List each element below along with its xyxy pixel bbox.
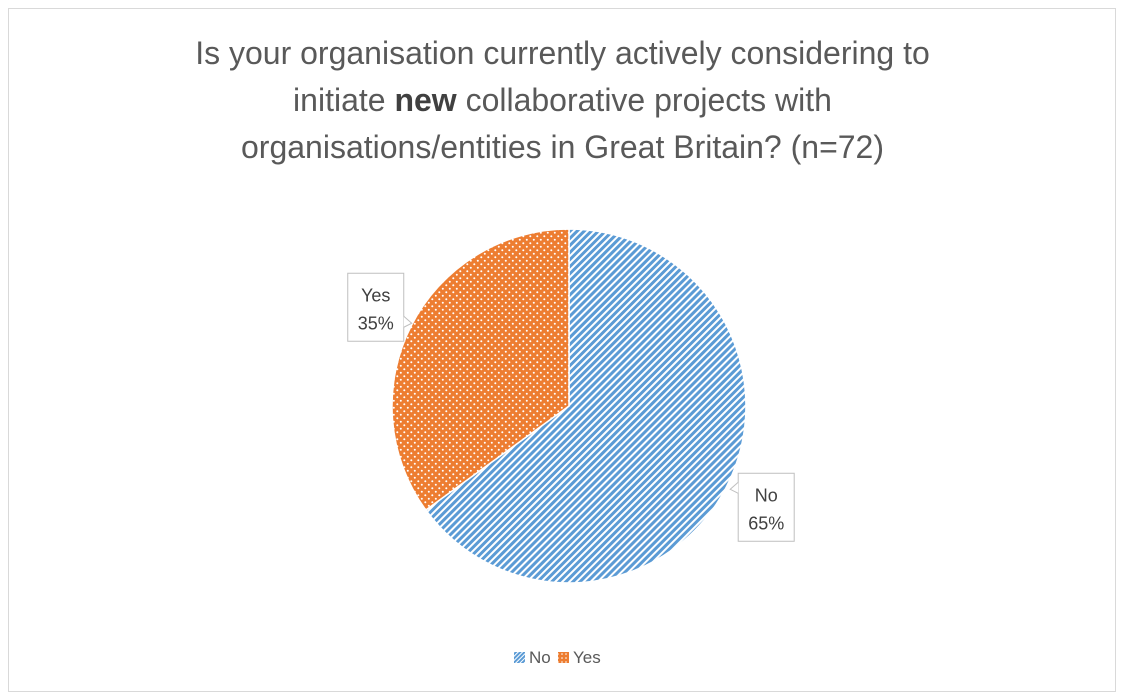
- data-label-box: [737, 472, 795, 542]
- title-line-3: organisations/entities in Great Britain?…: [240, 129, 884, 165]
- data-label-category: Yes: [361, 285, 390, 305]
- title-emphasis: new: [394, 82, 457, 118]
- title-line-1: Is your organisation currently actively …: [195, 35, 930, 71]
- data-label-category: No: [755, 485, 778, 505]
- title-line-2-start: initiate: [293, 82, 395, 118]
- data-label-yes: Yes 35%: [347, 272, 413, 342]
- data-label-pointer: [729, 481, 739, 494]
- legend-swatch: [558, 652, 569, 663]
- chart-title: Is your organisation currently actively …: [0, 30, 1125, 171]
- data-label-no: No 65%: [729, 472, 795, 542]
- title-line-2-end: collaborative projects with: [456, 82, 832, 118]
- legend-label: No: [529, 648, 551, 667]
- data-label-value: 65%: [748, 513, 784, 533]
- legend-swatch: [514, 652, 525, 663]
- data-label-value: 35%: [358, 313, 394, 333]
- title-line-2: initiate new collaborative projects with: [0, 77, 1125, 124]
- data-label-box: [347, 272, 405, 342]
- legend-label: Yes: [573, 648, 601, 667]
- pie-slice-no: [424, 228, 747, 584]
- legend-item-no: No: [514, 648, 551, 667]
- legend-item-yes: Yes: [558, 648, 601, 667]
- pie-slice-yes: [391, 228, 570, 512]
- data-label-pointer: [403, 315, 413, 328]
